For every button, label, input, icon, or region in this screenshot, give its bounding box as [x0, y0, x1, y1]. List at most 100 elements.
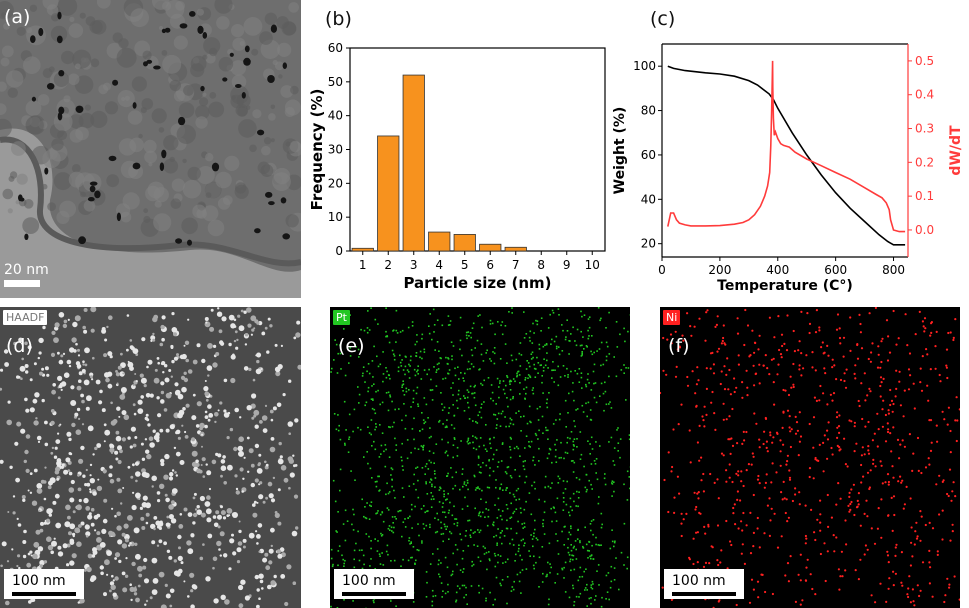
ni-signal [686, 312, 689, 315]
haadf-bright-spot [114, 557, 117, 560]
haadf-bright-spot [138, 573, 143, 578]
ni-signal [789, 430, 792, 433]
pt-signal [382, 373, 385, 375]
pt-signal [408, 363, 410, 366]
haadf-bright-spot [228, 567, 232, 571]
histogram-panel: 0 10 20 30 40 50 60 1 2 3 4 5 6 7 8 9 10 Particle size (n… [305, 0, 610, 300]
pt-signal [529, 375, 531, 377]
ni-signal [845, 368, 848, 371]
haadf-bright-spot [33, 541, 40, 548]
haadf-bright-spot [258, 597, 261, 600]
pt-signal [509, 436, 512, 439]
pt-signal [415, 488, 417, 491]
tem-texture [163, 135, 179, 151]
ni-signal [734, 523, 737, 526]
haadf-bright-spot [109, 447, 115, 453]
ni-signal [735, 603, 738, 607]
ni-signal [758, 334, 761, 337]
ni-signal [895, 369, 898, 372]
ni-signal [862, 475, 865, 478]
haadf-bright-spot [220, 459, 226, 464]
ni-signal [923, 317, 927, 320]
ni-signal [721, 339, 724, 343]
haadf-bright-spot [55, 439, 61, 444]
y2-tick-label: 0.2 [915, 155, 934, 169]
haadf-bright-spot [180, 561, 184, 565]
nanoparticle [89, 181, 98, 186]
ni-signal [881, 408, 884, 411]
pt-signal [557, 346, 560, 348]
ni-signal [848, 491, 851, 494]
ni-signal [833, 364, 836, 367]
pt-signal [404, 373, 406, 376]
x-tick-label: 2 [384, 258, 392, 272]
haadf-bright-spot [193, 492, 197, 496]
pt-signal [562, 329, 564, 332]
ni-signal [896, 438, 900, 441]
ni-signal [919, 381, 922, 384]
pt-signal [510, 527, 512, 530]
bar [377, 135, 400, 252]
haadf-bright-spot [89, 375, 93, 379]
panel-label-e: (e) [338, 335, 365, 357]
nanoparticle [78, 236, 86, 245]
ni-signal [698, 424, 701, 427]
ni-signal [811, 366, 814, 369]
ni-signal [818, 329, 821, 332]
pt-signal [625, 367, 627, 369]
pt-signal [567, 376, 569, 378]
ni-signal [944, 594, 947, 597]
haadf-bright-spot [117, 539, 123, 545]
ni-signal [680, 534, 683, 538]
pt-signal [452, 487, 454, 490]
pt-signal [518, 547, 520, 550]
haadf-bright-spot [148, 436, 154, 441]
haadf-bright-spot [190, 533, 195, 538]
pt-signal [546, 352, 548, 354]
ni-signal [901, 479, 904, 482]
pt-signal [615, 557, 617, 559]
pt-signal [418, 549, 420, 552]
pt-signal [386, 370, 388, 373]
pt-signal [569, 514, 571, 517]
ni-signal [730, 543, 733, 547]
haadf-bright-spot [85, 531, 91, 537]
ni-signal [789, 445, 792, 449]
pt-signal [451, 573, 454, 576]
pt-signal [394, 497, 396, 499]
haadf-bright-spot [12, 495, 16, 498]
ni-signal [827, 354, 830, 357]
ni-signal [784, 389, 787, 392]
pt-signal [485, 508, 487, 510]
pt-signal [411, 527, 413, 529]
pt-signal [489, 319, 492, 322]
pt-signal [514, 380, 516, 383]
pt-signal [417, 479, 419, 482]
pt-signal [433, 324, 436, 326]
pt-signal [360, 328, 362, 331]
ni-signal [674, 330, 677, 333]
tem-texture [251, 48, 259, 56]
haadf-bright-spot [190, 589, 194, 593]
pt-signal [405, 387, 408, 390]
pt-signal [464, 535, 467, 537]
ni-signal [925, 348, 928, 351]
pt-signal [427, 417, 429, 419]
pt-signal [436, 548, 439, 550]
pt-signal [380, 532, 382, 535]
pt-signal [466, 479, 469, 482]
pt-signal [579, 431, 582, 433]
pt-signal [473, 396, 476, 399]
pt-signal [505, 489, 507, 491]
pt-signal [551, 461, 553, 464]
ni-signal [822, 441, 825, 444]
pt-signal [475, 448, 478, 451]
haadf-bright-spot [264, 326, 268, 330]
ni-signal [871, 439, 874, 442]
haadf-bright-spot [230, 354, 236, 360]
haadf-bright-spot [57, 432, 60, 435]
ni-signal [745, 369, 748, 372]
pt-signal [517, 550, 520, 553]
ni-signal [827, 421, 830, 424]
pt-signal [528, 365, 531, 368]
